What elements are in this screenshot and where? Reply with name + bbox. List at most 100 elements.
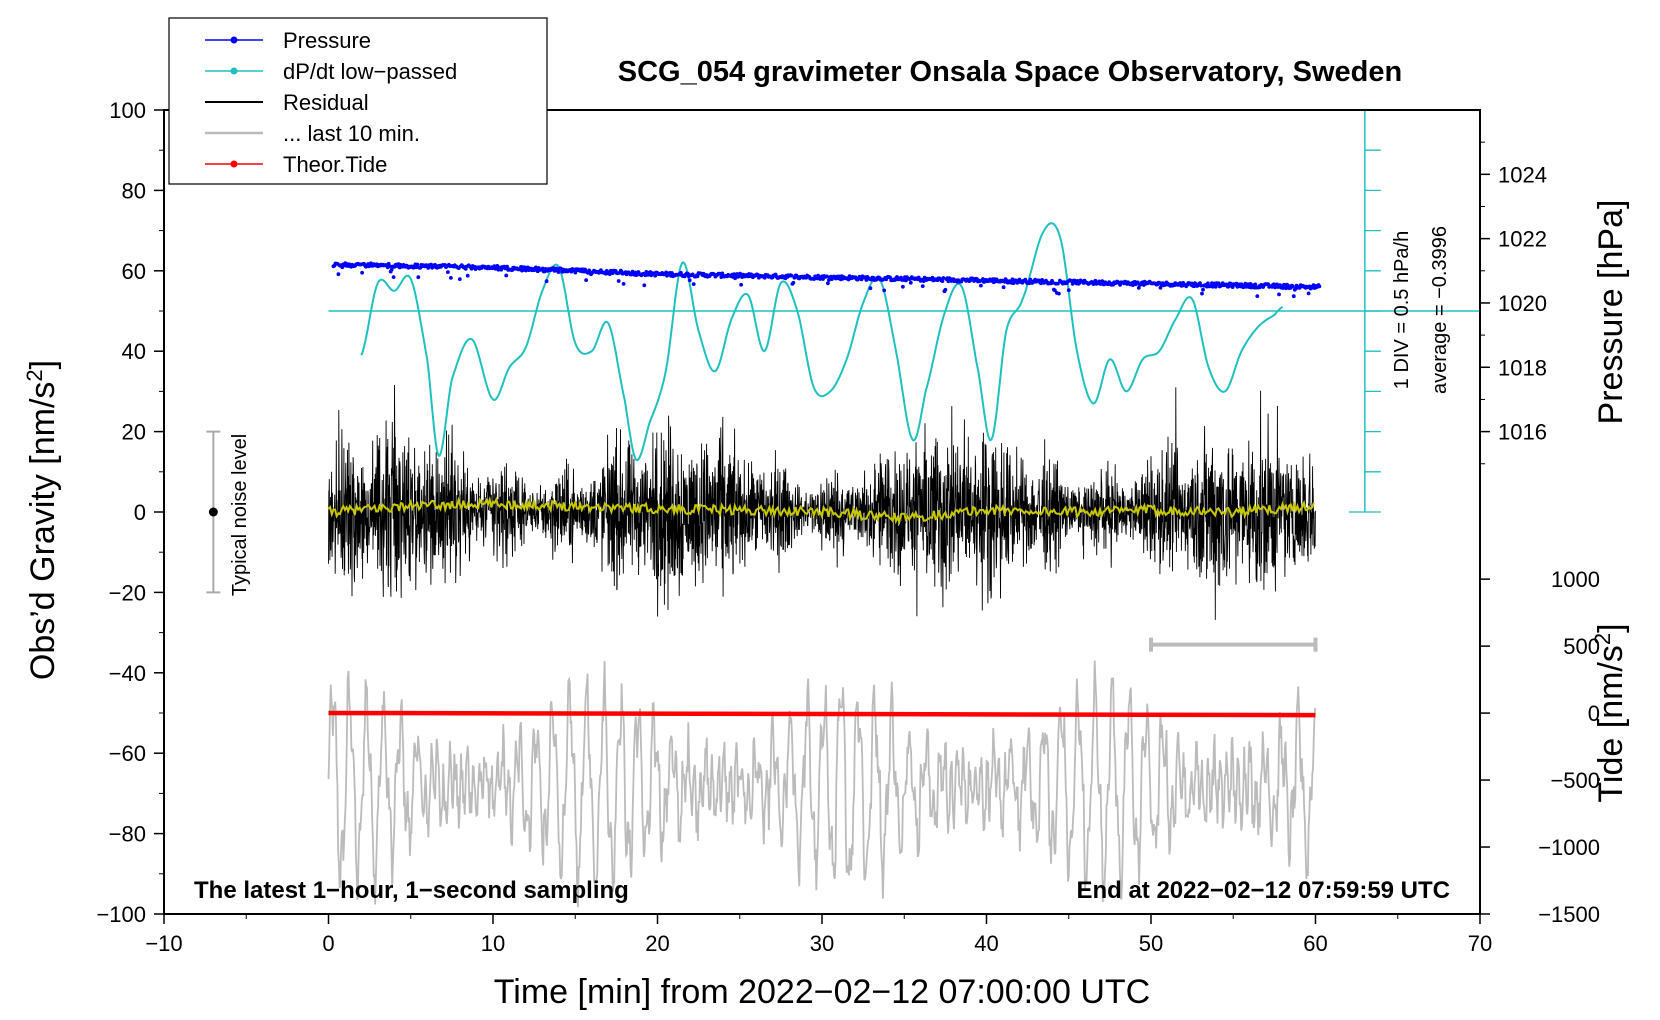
pressure-point	[1213, 284, 1218, 289]
pressure-point	[584, 278, 588, 282]
pressure-point	[687, 278, 692, 283]
pressure-point	[504, 273, 509, 278]
pressure-point	[1253, 282, 1258, 287]
div-label: 1 DIV = 0.5 hPa/h	[1391, 231, 1413, 389]
pressure-point	[1206, 281, 1210, 286]
pressure-point	[979, 283, 983, 288]
tide-axis-ticks: −1500 −1000 −500 0 500 1000	[1480, 567, 1600, 927]
pressure-point	[1216, 281, 1221, 286]
legend-label-residual: Residual	[283, 90, 369, 115]
y-axis-label-left: Obs’d Gravity [nm/s2]	[22, 360, 62, 680]
y-tick-label: 80	[122, 178, 146, 203]
y-axis-label-tide: Tide [nm/s2]	[1590, 623, 1630, 802]
y-tick-label: 100	[109, 98, 146, 123]
pressure-point	[556, 270, 561, 274]
pressure-point	[1201, 287, 1205, 292]
legend-marker-dpdt	[230, 67, 238, 75]
legend-label-last10: ... last 10 min.	[283, 121, 420, 146]
y-axis-label-pressure: Pressure [hPa]	[1592, 200, 1630, 425]
legend-label-pressure: Pressure	[283, 28, 371, 53]
tide-tick-label: 0	[1588, 701, 1600, 726]
pressure-point	[1199, 283, 1203, 288]
x-tick-label: 40	[974, 931, 998, 956]
pressure-point	[415, 262, 420, 267]
legend-label-tide: Theor.Tide	[283, 152, 387, 177]
pressure-point	[336, 272, 341, 277]
pressure-point	[540, 266, 545, 271]
x-tick-label: 20	[645, 931, 669, 956]
legend-marker-pressure	[230, 36, 238, 44]
pressure-point	[1001, 285, 1006, 290]
legend-label-dpdt: dP/dt low−passed	[283, 59, 457, 84]
y-tick-label: 20	[122, 420, 146, 445]
y-tick-label: 40	[122, 339, 146, 364]
pressure-point	[941, 276, 946, 280]
y-tick-label: −80	[109, 822, 146, 847]
x-axis-label: Time [min] from 2022−02−12 07:00:00 UTC	[494, 973, 1150, 1011]
noise-level-label: Typical noise level	[229, 434, 251, 596]
x-tick-label: 0	[322, 931, 334, 956]
x-tick-label: 10	[481, 931, 505, 956]
pressure-point	[695, 274, 700, 279]
pressure-point	[738, 271, 742, 276]
y-tick-label: −40	[109, 661, 146, 686]
tide-tick-label: −500	[1550, 768, 1600, 793]
pressure-point	[644, 270, 649, 274]
y-tick-label: 0	[134, 500, 146, 525]
x-tick-label: 70	[1468, 931, 1492, 956]
pressure-point	[505, 264, 509, 269]
pressure-point	[616, 279, 621, 283]
y-tick-label: 60	[122, 259, 146, 284]
y-tick-label: −20	[109, 580, 146, 605]
pressure-point	[1290, 284, 1295, 289]
tide-tick-label: 1000	[1551, 567, 1600, 592]
pressure-point	[882, 288, 887, 293]
last-10-min-line	[327, 660, 1317, 907]
pressure-tick-label: 1018	[1498, 355, 1547, 380]
pressure-point	[739, 282, 743, 287]
pressure-point	[1277, 292, 1281, 297]
pressure-point	[583, 267, 587, 272]
pressure-point	[1057, 291, 1061, 296]
residual-line	[328, 384, 1316, 620]
pressure-point	[457, 277, 462, 281]
pressure-point	[1131, 283, 1135, 287]
pressure-point	[868, 286, 873, 291]
pressure-point	[544, 279, 549, 284]
pressure-point	[387, 264, 392, 269]
pressure-axis-ticks: 1016 1018 1020 1022 1024	[1480, 141, 1547, 465]
tide-line	[328, 710, 1316, 718]
pressure-tick-label: 1020	[1498, 291, 1547, 316]
pressure-point	[360, 270, 364, 275]
average-label: average = −0.3996	[1429, 226, 1451, 394]
dpdt-series	[360, 222, 1284, 462]
pressure-point	[416, 275, 421, 280]
y-tick-label: −100	[96, 902, 146, 927]
tide-tick-label: −1000	[1538, 835, 1600, 860]
pressure-point	[1135, 280, 1140, 285]
sampling-note: The latest 1−hour, 1−second sampling	[194, 877, 629, 904]
tide-tick-label: −1500	[1538, 902, 1600, 927]
x-tick-label: 60	[1303, 931, 1327, 956]
x-tick-label: 50	[1139, 931, 1163, 956]
pressure-point	[1051, 280, 1055, 285]
pressure-tick-label: 1022	[1498, 227, 1547, 252]
pressure-point	[791, 280, 796, 285]
pressure-point	[901, 284, 905, 289]
pressure-point	[1226, 284, 1231, 289]
pressure-point	[1100, 279, 1105, 284]
pressure-point	[1200, 291, 1204, 296]
pressure-point	[1317, 284, 1322, 289]
dpdt-line	[360, 222, 1284, 462]
legend: Pressure dP/dt low−passed Residual ... l…	[168, 17, 548, 185]
pressure-point	[825, 274, 829, 279]
pressure-point	[1066, 288, 1071, 293]
pressure-point	[1053, 288, 1057, 293]
annotations-layer	[206, 109, 1480, 652]
theor-tide-series	[328, 710, 1316, 718]
pressure-tick-label: 1024	[1498, 162, 1547, 187]
x-tick-label: 30	[810, 931, 834, 956]
residual-smoothed-series	[327, 496, 1315, 526]
pressure-point	[943, 287, 948, 292]
